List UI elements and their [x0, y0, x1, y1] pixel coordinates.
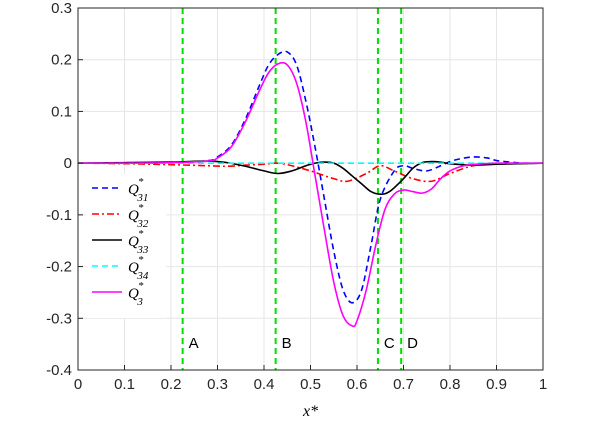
legend-entry-Q32: Q* 32: [128, 202, 149, 230]
marker-label-D: D: [407, 335, 418, 352]
x-tick-label-3: 0.3: [207, 376, 228, 393]
legend: Q* 31Q* 32Q* 33Q* 34Q* 3: [86, 174, 166, 318]
y-tick-label-6: 0.2: [51, 52, 72, 69]
x-tick-label-2: 0.2: [161, 376, 182, 393]
legend-entry-Q3: Q* 3: [128, 280, 144, 308]
x-tick-label-8: 0.8: [440, 376, 461, 393]
legend-entry-Q33: Q* 33: [128, 228, 149, 256]
series-line-Q3: [77, 61, 543, 328]
x-axis-label: x*: [302, 403, 318, 420]
x-tick-label-10: 1: [539, 376, 547, 393]
y-tick-label-7: 0.3: [51, 0, 72, 17]
y-tick-label-5: 0.1: [51, 103, 72, 120]
legend-entry-Q31: Q* 31: [128, 176, 148, 204]
y-tick-label-1: -0.3: [46, 310, 72, 327]
marker-label-B: B: [282, 335, 292, 352]
y-tick-label-2: -0.2: [46, 259, 72, 276]
marker-label-A: A: [189, 335, 199, 352]
x-tick-label-4: 0.4: [254, 376, 275, 393]
series-lines: [77, 50, 544, 328]
series-line-Q31: [77, 50, 544, 304]
y-tick-label-0: -0.4: [46, 362, 72, 379]
series-line-Q33: [77, 160, 544, 195]
x-tick-label-6: 0.6: [347, 376, 368, 393]
y-axis-ticks: -0.4 -0.3 -0.2 -0.1 0 0.1 0.2 0.3: [46, 0, 83, 379]
y-tick-label-4: 0: [64, 155, 72, 172]
x-axis-ticks: 0 0.1 0.2 0.3 0.4 0.5 0.6 0.7 0.8 0.9 1: [74, 365, 547, 393]
x-tick-label-7: 0.7: [393, 376, 414, 393]
legend-box: [86, 174, 166, 318]
legend-entry-Q34: Q* 34: [128, 254, 149, 282]
x-tick-label-0: 0: [74, 376, 82, 393]
x-tick-label-5: 0.5: [300, 376, 321, 393]
x-tick-label-1: 0.1: [114, 376, 135, 393]
x-tick-label-9: 0.9: [486, 376, 507, 393]
marker-label-C: C: [384, 335, 395, 352]
y-tick-label-3: -0.1: [46, 207, 72, 224]
